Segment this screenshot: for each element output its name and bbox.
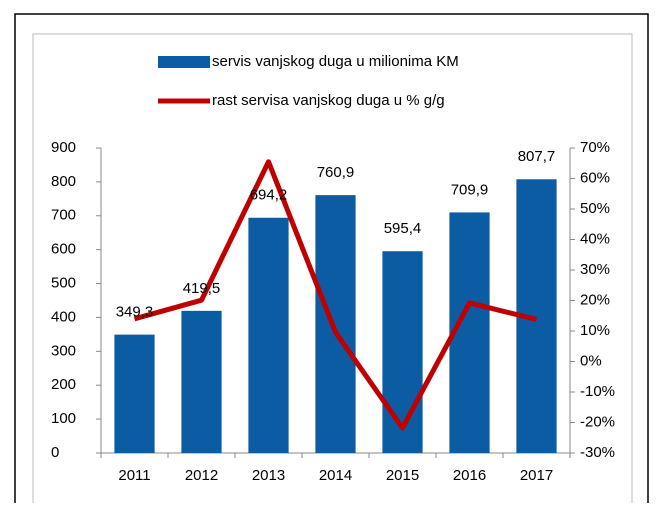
data-label: 807,7 [518, 148, 556, 165]
legend-label: servis vanjskog duga u milionima KM [212, 53, 459, 70]
x-tick-label: 2015 [386, 467, 419, 484]
y-tick-label: 500 [51, 275, 76, 292]
y-tick-label: 200 [51, 376, 76, 393]
y-tick-label: 300 [51, 342, 76, 359]
x-tick-label: 2011 [118, 467, 150, 484]
data-label: 694,2 [250, 187, 288, 204]
y-tick-label: 400 [51, 308, 76, 325]
bar [181, 310, 222, 453]
data-label: 595,4 [384, 220, 422, 237]
y2-tick-label: -20% [580, 413, 615, 430]
y2-tick-label: 10% [580, 322, 610, 339]
y-tick-label: 0 [51, 444, 59, 461]
y-tick-label: 700 [51, 207, 76, 224]
outer-frame [14, 13, 649, 508]
y2-tick-label: 50% [580, 200, 610, 217]
y-tick-label: 600 [51, 241, 76, 258]
y2-tick-label: 30% [580, 261, 610, 278]
legend-label: rast servisa vanjskog duga u % g/g [212, 92, 445, 109]
line [133, 159, 538, 431]
y-tick-label: 100 [51, 410, 76, 427]
bar [248, 217, 289, 453]
y2-tick-label: 70% [580, 139, 610, 156]
x-tick-label: 2013 [252, 467, 285, 484]
bar [114, 334, 155, 453]
y2-tick-label: 40% [580, 230, 610, 247]
x-tick-label: 2017 [520, 467, 553, 484]
bar [382, 251, 423, 453]
y-tick-label: 900 [51, 139, 76, 156]
y2-tick-label: -30% [580, 444, 615, 461]
legend-swatch [158, 56, 210, 68]
bar [315, 195, 356, 453]
data-label: 760,9 [317, 164, 355, 181]
y2-tick-label: 0% [580, 352, 602, 369]
y-tick-label: 800 [51, 173, 76, 190]
data-label: 709,9 [451, 181, 489, 198]
data-label: 419,5 [183, 280, 221, 297]
y2-tick-label: 20% [580, 291, 610, 308]
y2-tick-label: -10% [580, 383, 615, 400]
x-tick-label: 2014 [319, 467, 352, 484]
y2-tick-label: 60% [580, 169, 610, 186]
x-tick-label: 2016 [453, 467, 486, 484]
x-tick-label: 2012 [185, 467, 218, 484]
data-label: 349,3 [116, 304, 154, 321]
